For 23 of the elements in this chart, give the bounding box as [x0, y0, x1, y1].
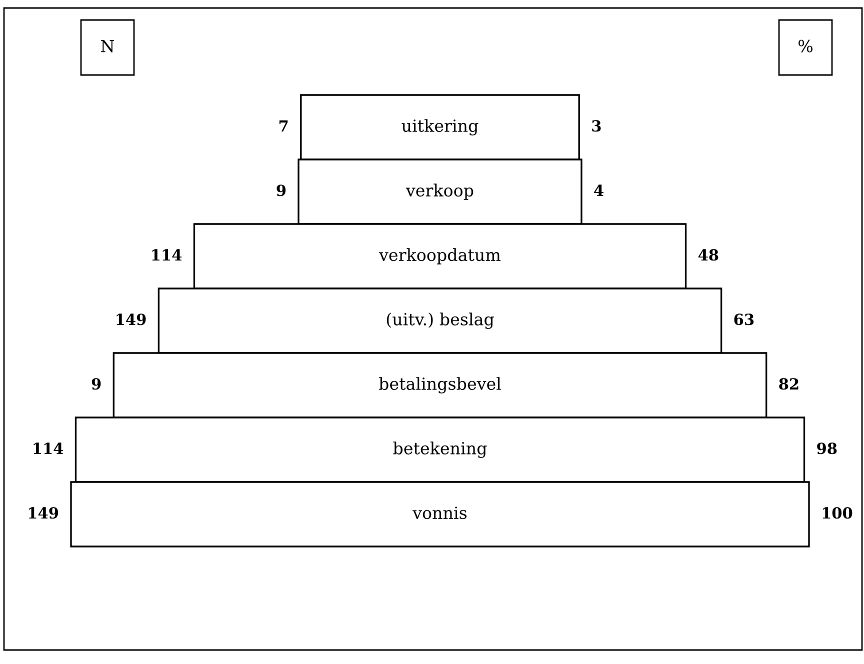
data-label: 82	[779, 378, 798, 390]
data-label: 3	[592, 120, 601, 132]
category-label: betalingsbevel	[379, 377, 501, 394]
data-label: 100	[822, 507, 852, 519]
data-label: 9	[276, 184, 286, 196]
data-label: 114	[34, 442, 64, 454]
category-label: uitkering	[402, 119, 478, 136]
category-label: verkoop	[406, 184, 474, 200]
text: %	[798, 40, 812, 52]
data-label: 98	[817, 442, 837, 454]
category-label: verkoopdatum	[378, 248, 501, 264]
data-label: 149	[116, 314, 146, 326]
text: N	[101, 40, 114, 52]
category-label: betekening	[393, 442, 487, 458]
data-label: 149	[28, 507, 58, 519]
data-label: 9	[92, 378, 101, 390]
data-label: 114	[152, 249, 182, 260]
data-label: 63	[734, 314, 754, 326]
category-label: vonnis	[412, 506, 467, 520]
category-label: (uitv.) beslag	[386, 312, 494, 329]
data-label: 7	[279, 120, 288, 132]
data-label: 4	[594, 184, 604, 196]
data-label: 48	[698, 249, 718, 261]
